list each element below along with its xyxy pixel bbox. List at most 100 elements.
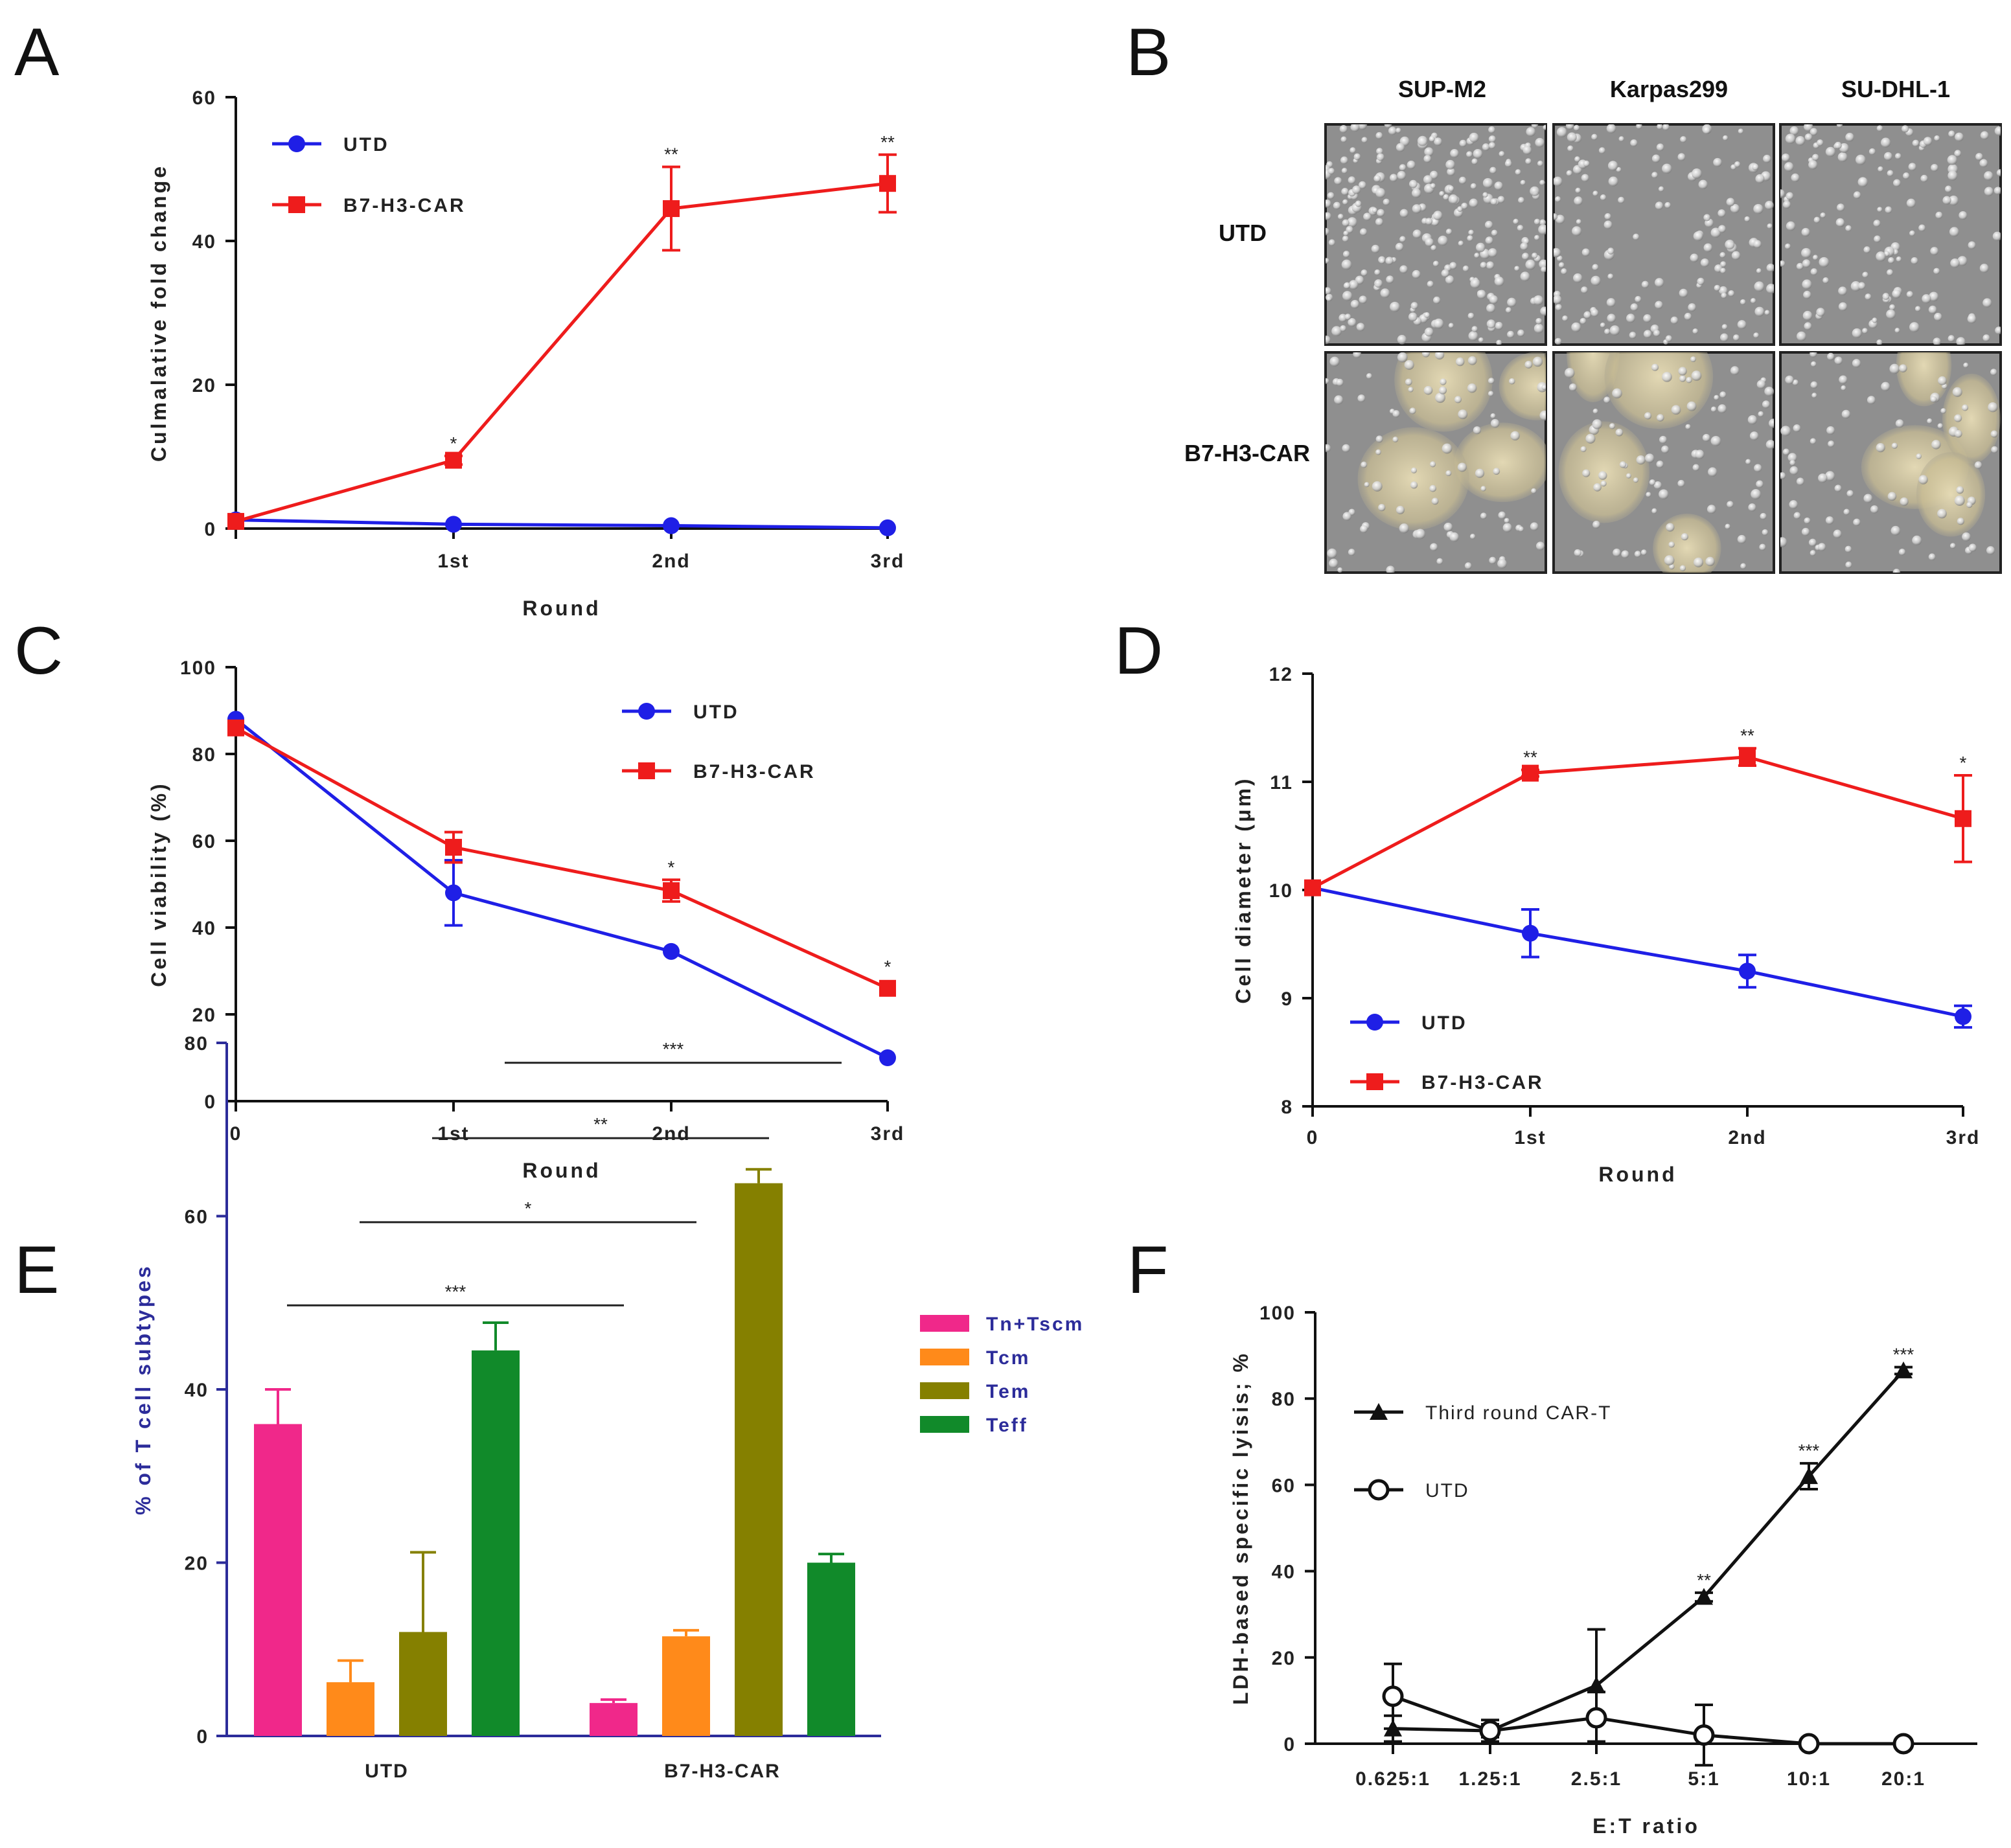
cell	[1347, 217, 1357, 227]
cell	[1342, 219, 1350, 227]
cell	[1962, 404, 1969, 411]
cell	[1890, 525, 1901, 536]
cell-texture	[1326, 352, 1546, 573]
cell	[1359, 228, 1368, 236]
cell	[1974, 461, 1982, 470]
cell	[1850, 281, 1861, 291]
cell	[1793, 424, 1801, 433]
cell	[1375, 449, 1381, 455]
cell	[1756, 480, 1764, 488]
cell	[1654, 278, 1664, 288]
cell	[1937, 508, 1947, 519]
cell	[1486, 261, 1495, 269]
cell	[1328, 239, 1335, 246]
cell	[1719, 391, 1727, 398]
cell	[1948, 335, 1955, 342]
cell	[1606, 298, 1616, 308]
cell	[1766, 264, 1774, 272]
cell	[1449, 262, 1457, 269]
cell	[1405, 378, 1412, 386]
cell	[1439, 190, 1445, 197]
cell	[1558, 262, 1565, 268]
cell	[1390, 301, 1400, 312]
cell	[1571, 322, 1581, 332]
cell	[1906, 291, 1914, 298]
cell	[1603, 220, 1613, 229]
chart-a-fold-change: 0 20 40 60 1st 2nd 3rd Culmalative fold change R…	[147, 87, 903, 620]
cell	[1878, 166, 1883, 172]
cell	[1604, 328, 1611, 335]
cell	[1423, 155, 1432, 163]
cell	[1341, 259, 1352, 270]
cell	[1580, 446, 1587, 452]
data-point	[445, 451, 462, 469]
cell	[1759, 543, 1766, 551]
cell	[1817, 543, 1826, 551]
cell	[1643, 314, 1652, 323]
cell	[1424, 327, 1434, 337]
cell	[1531, 488, 1537, 494]
cell	[1737, 320, 1747, 330]
cell	[1899, 364, 1907, 372]
cell	[1443, 194, 1449, 200]
cell	[1918, 224, 1926, 232]
x-tick-label: 2nd	[652, 551, 690, 572]
significance-label: **	[1523, 747, 1537, 768]
cell	[1918, 475, 1928, 485]
cell	[1375, 218, 1383, 226]
y-tick-label: 60	[192, 87, 216, 109]
data-point	[1800, 1467, 1818, 1485]
significance-label: *	[1960, 753, 1967, 773]
cell	[1583, 160, 1590, 167]
cell	[1502, 523, 1512, 532]
cell	[1900, 497, 1909, 507]
cell	[1950, 258, 1960, 268]
col-label-karpas299: Karpas299	[1610, 76, 1728, 102]
y-tick-label: 40	[185, 1380, 209, 1401]
cell	[1621, 550, 1629, 558]
data-point	[1798, 1733, 1820, 1755]
cell	[1540, 306, 1546, 316]
cell	[1994, 126, 2001, 136]
cell	[1591, 308, 1599, 317]
cell	[1856, 154, 1866, 165]
cell	[1693, 231, 1703, 242]
legend-label: Tn+Tscm	[986, 1314, 1084, 1335]
cell	[1607, 273, 1614, 280]
cell	[1341, 188, 1349, 196]
cell	[1498, 511, 1506, 519]
cell	[1555, 214, 1565, 224]
cell	[1749, 431, 1759, 440]
cell	[1986, 546, 1995, 555]
cell	[1489, 295, 1499, 304]
series-b7-h3-car: *****	[227, 132, 897, 530]
legend-label: Teff	[986, 1415, 1028, 1436]
cell	[1885, 206, 1892, 214]
cell	[1656, 414, 1664, 422]
significance-label: *	[884, 957, 891, 977]
cell	[1877, 207, 1883, 212]
cell	[1745, 459, 1751, 465]
cell	[1445, 275, 1454, 284]
cell	[1930, 247, 1939, 255]
cell	[1564, 368, 1575, 378]
cell	[1339, 124, 1348, 133]
cell	[1720, 333, 1729, 342]
cell	[1541, 266, 1546, 273]
cell	[1747, 415, 1758, 425]
cell	[1738, 128, 1744, 134]
cell	[1361, 137, 1368, 143]
cell	[1490, 413, 1496, 419]
cell	[1606, 124, 1616, 133]
cell	[1629, 332, 1637, 339]
cell	[1827, 352, 1835, 361]
cell	[1329, 558, 1339, 568]
cell-clump	[1357, 427, 1469, 530]
series-utd	[1304, 879, 1972, 1029]
x-tick-label: 2nd	[1728, 1127, 1766, 1148]
cell	[1635, 295, 1642, 303]
series-line-utd	[235, 718, 889, 1060]
legend-label: B7-H3-CAR	[693, 761, 816, 782]
cell	[1432, 260, 1440, 267]
cell	[1425, 238, 1434, 247]
